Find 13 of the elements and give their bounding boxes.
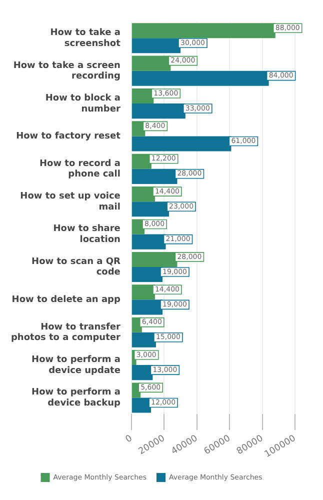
- y-tick-label: How to share location: [53, 224, 120, 246]
- y-tick-label: How to scan a QR code: [32, 256, 120, 278]
- y-tick-label: How to take a screenshot: [50, 28, 122, 49]
- y-tick-label: How to perform a device backup: [32, 388, 121, 408]
- y-tick-label: How to record a phone call: [39, 158, 120, 180]
- y-tick-label: How to transfer photos to a computer: [10, 322, 121, 344]
- y-tick-label: How to factory reset: [16, 132, 122, 142]
- x-tick-label: 0: [124, 434, 134, 446]
- y-tick-label: How to take a screen recording: [13, 60, 120, 82]
- y-tick-label: How to perform a device update: [32, 354, 120, 376]
- y-tick-label: How to block a number: [45, 93, 121, 114]
- y-tick-label: How to delete an app: [12, 295, 121, 306]
- y-tick-label: How to set up voice mail: [20, 192, 120, 212]
